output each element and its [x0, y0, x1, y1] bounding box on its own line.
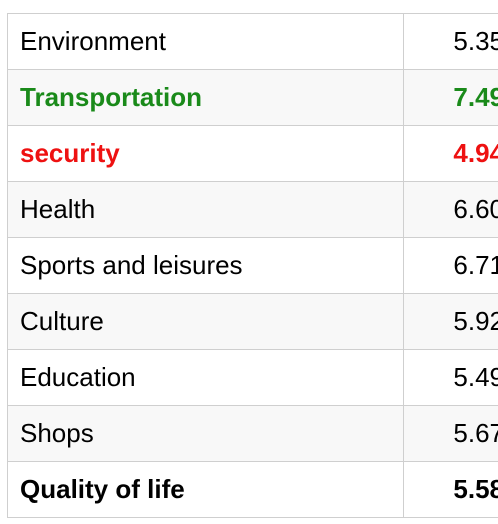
table-row-culture: Culture 5.92 [7, 293, 498, 350]
row-label: Environment [7, 13, 404, 70]
table-row-health: Health 6.60 [7, 181, 498, 238]
row-label: Sports and leisures [7, 237, 404, 294]
row-label: Culture [7, 293, 404, 350]
row-value: 5.35 [403, 13, 498, 70]
row-value: 4.94 [403, 125, 498, 182]
row-label: Transportation [7, 69, 404, 126]
row-label: Quality of life [7, 461, 404, 518]
row-label: Education [7, 349, 404, 406]
row-label: security [7, 125, 404, 182]
table-row-shops: Shops 5.67 [7, 405, 498, 462]
row-label: Shops [7, 405, 404, 462]
table-row-education: Education 5.49 [7, 349, 498, 406]
table-row-environment: Environment 5.35 [7, 13, 498, 70]
table-row-quality-of-life: Quality of life 5.58 [7, 461, 498, 518]
table-row-sports-and-leisures: Sports and leisures 6.71 [7, 237, 498, 294]
row-label: Health [7, 181, 404, 238]
row-value: 6.60 [403, 181, 498, 238]
row-value: 5.92 [403, 293, 498, 350]
row-value: 6.71 [403, 237, 498, 294]
row-value: 5.58 [403, 461, 498, 518]
quality-of-life-table: Environment 5.35 Transportation 7.49 sec… [7, 13, 498, 518]
row-value: 5.49 [403, 349, 498, 406]
row-value: 7.49 [403, 69, 498, 126]
table-row-transportation: Transportation 7.49 [7, 69, 498, 126]
row-value: 5.67 [403, 405, 498, 462]
table-row-security: security 4.94 [7, 125, 498, 182]
